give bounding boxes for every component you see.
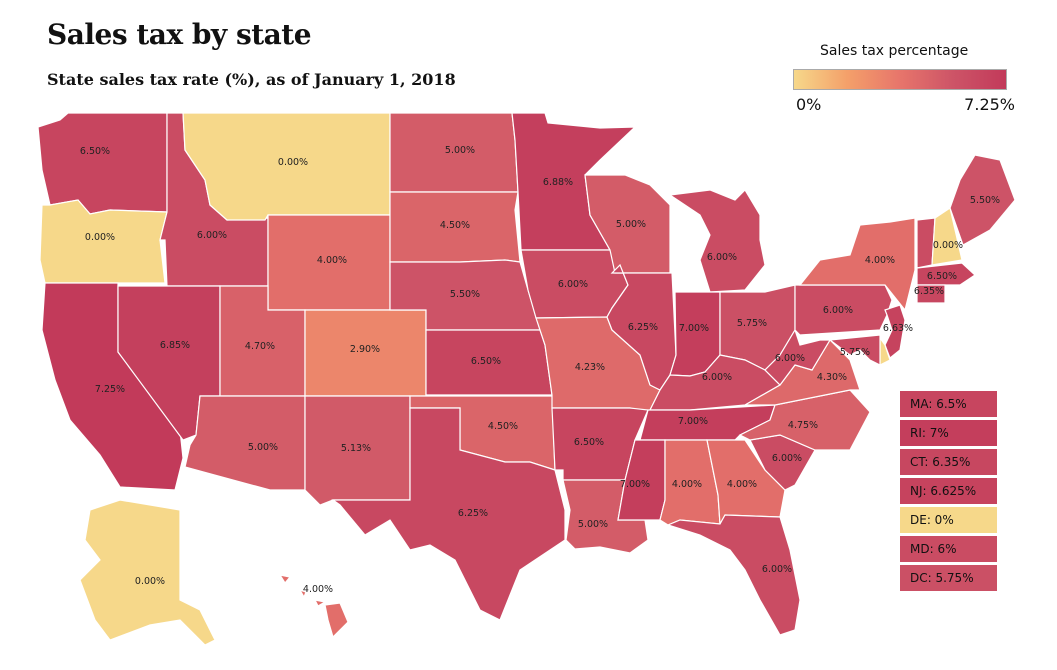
state-wa[interactable]	[37, 112, 168, 215]
state-az[interactable]	[184, 395, 306, 491]
state-tx[interactable]	[331, 407, 566, 621]
state-label-ia: 6.00%	[558, 279, 588, 290]
state-label-tx: 6.25%	[458, 508, 488, 519]
state-label-ms: 7.00%	[620, 479, 650, 490]
state-label-pa: 6.00%	[823, 305, 853, 316]
state-label-ny: 4.00%	[865, 255, 895, 266]
state-label-wi: 5.00%	[616, 219, 646, 230]
callout-box: MD: 6%	[900, 536, 997, 562]
state-label-ks: 6.50%	[471, 356, 501, 367]
state-label-wv: 6.00%	[775, 353, 805, 364]
state-label-ma: 6.50%	[927, 271, 957, 282]
state-label-mo: 4.23%	[575, 362, 605, 373]
state-me[interactable]	[949, 154, 1016, 246]
callout-box: MA: 6.5%	[900, 391, 997, 417]
state-label-nm: 5.13%	[341, 443, 371, 454]
state-label-va: 4.30%	[817, 372, 847, 383]
state-label-md: 5.75%	[840, 347, 870, 358]
state-nc[interactable]	[738, 389, 871, 451]
state-ct[interactable]	[916, 284, 946, 304]
callout-box: CT: 6.35%	[900, 449, 997, 475]
state-label-ut: 4.70%	[245, 341, 275, 352]
small-state-callouts: MA: 6.5% RI: 7% CT: 6.35% NJ: 6.625% DE: 0% M…	[900, 391, 997, 594]
state-nh[interactable]	[931, 207, 963, 266]
state-label-il: 6.25%	[628, 322, 658, 333]
state-ma[interactable]	[916, 262, 976, 286]
state-label-la: 5.00%	[578, 519, 608, 530]
legend-color-scale	[793, 69, 1007, 90]
callout-box: NJ: 6.625%	[900, 478, 997, 504]
page-title: Sales tax by state	[47, 18, 312, 51]
state-ak[interactable]	[79, 499, 216, 646]
callout-box: DC: 5.75%	[900, 565, 997, 591]
state-label-ar: 6.50%	[574, 437, 604, 448]
state-label-ak: 0.00%	[135, 576, 165, 587]
state-label-wy: 4.00%	[317, 255, 347, 266]
legend-title: Sales tax percentage	[820, 43, 969, 59]
legend-max-label: 7.25%	[964, 95, 1015, 114]
state-label-mn: 6.88%	[543, 177, 573, 188]
state-label-sd: 4.50%	[440, 220, 470, 231]
page-subtitle: State sales tax rate (%), as of January …	[47, 70, 456, 89]
state-label-mi: 6.00%	[707, 252, 737, 263]
state-label-ky: 6.00%	[702, 372, 732, 383]
state-label-oh: 5.75%	[737, 318, 767, 329]
state-label-or: 0.00%	[85, 232, 115, 243]
state-label-fl: 6.00%	[762, 564, 792, 575]
state-label-tn: 7.00%	[678, 416, 708, 427]
state-label-id: 6.00%	[197, 230, 227, 241]
state-label-mt: 0.00%	[278, 157, 308, 168]
state-ny[interactable]	[798, 217, 916, 312]
state-wv[interactable]	[764, 328, 832, 386]
state-label-nj: 6.63%	[883, 323, 913, 334]
callout-box: DE: 0%	[900, 507, 997, 533]
state-label-ct: 6.35%	[914, 286, 944, 297]
state-label-in: 7.00%	[679, 323, 709, 334]
state-label-wa: 6.50%	[80, 146, 110, 157]
state-label-nh: 0.00%	[933, 240, 963, 251]
state-hi[interactable]	[278, 574, 349, 639]
callout-box: RI: 7%	[900, 420, 997, 446]
state-label-me: 5.50%	[970, 195, 1000, 206]
state-mi[interactable]	[668, 189, 766, 293]
state-md[interactable]	[828, 334, 881, 366]
state-label-nv: 6.85%	[160, 340, 190, 351]
state-label-nc: 4.75%	[788, 420, 818, 431]
state-pa[interactable]	[794, 284, 893, 336]
state-label-co: 2.90%	[350, 344, 380, 355]
state-nj[interactable]	[884, 304, 906, 359]
state-fl[interactable]	[666, 514, 801, 636]
state-label-ok: 4.50%	[488, 421, 518, 432]
state-label-ne: 5.50%	[450, 289, 480, 300]
state-label-nd: 5.00%	[445, 145, 475, 156]
state-label-ga: 4.00%	[727, 479, 757, 490]
state-label-ca: 7.25%	[95, 384, 125, 395]
legend-min-label: 0%	[796, 95, 822, 114]
state-label-sc: 6.00%	[772, 453, 802, 464]
state-label-az: 5.00%	[248, 442, 278, 453]
state-label-hi: 4.00%	[303, 584, 333, 595]
state-label-al: 4.00%	[672, 479, 702, 490]
